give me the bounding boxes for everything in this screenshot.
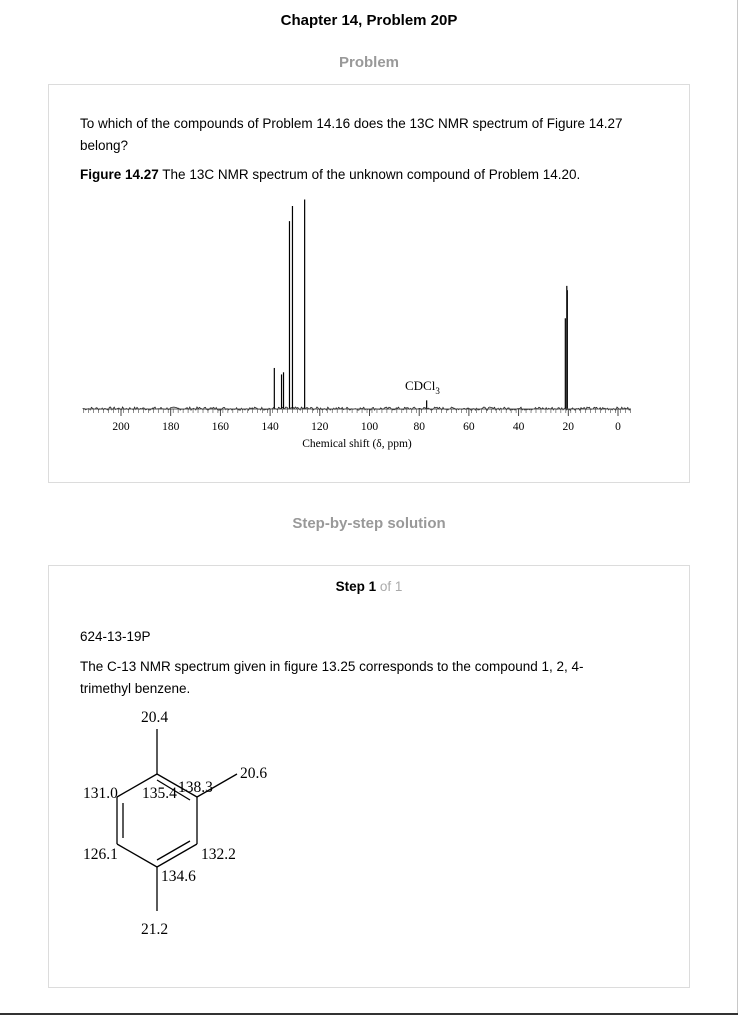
benzene-ring xyxy=(116,729,238,911)
solvent-label: CDCl xyxy=(405,378,436,393)
tick-label-160: 160 xyxy=(212,421,230,433)
solution-code: 624-13-19P xyxy=(80,629,151,644)
problem-card: To which of the compounds of Problem 14.… xyxy=(48,84,690,483)
tick-label-140: 140 xyxy=(261,421,279,433)
tick-label-20: 20 xyxy=(563,421,575,433)
x-axis-label: Chemical shift (δ, ppm) xyxy=(302,438,412,450)
shift-label-bottom-methyl: 21.2 xyxy=(141,921,168,938)
shift-label-c-upper-right: 138.3 xyxy=(178,779,213,796)
step-of: of 1 xyxy=(376,579,403,594)
tick-label-100: 100 xyxy=(361,421,379,433)
double-bond-bottom-right xyxy=(156,840,191,861)
step-word: Step 1 xyxy=(335,579,377,594)
tick-label-80: 80 xyxy=(413,421,425,433)
problem-heading: Problem xyxy=(338,54,399,71)
double-bond-top-right xyxy=(156,779,191,801)
shift-label-c-top: 135.4 xyxy=(142,785,177,802)
solution-card: Step 1 of 1 624-13-19P The C-13 NMR spec… xyxy=(48,565,690,988)
shift-label-c-bottom: 134.6 xyxy=(161,868,196,885)
trimethylbenzene-structure: 20.4 20.6 131.0 135.4 138.3 126.1 132.2 … xyxy=(83,709,267,938)
shift-label-c-lower-right: 132.2 xyxy=(201,846,236,863)
solvent-annotation: CDCl3 xyxy=(405,378,440,396)
figure-caption-text: The 13C NMR spectrum of the unknown comp… xyxy=(158,167,581,182)
tick-label-60: 60 xyxy=(463,421,475,433)
figure-label: Figure 14.27 xyxy=(80,167,159,182)
tick-label-40: 40 xyxy=(513,421,525,433)
x-axis-tick-labels: 200 180 160 140 120 100 80 60 40 20 0 xyxy=(112,421,621,433)
tick-label-200: 200 xyxy=(112,421,130,433)
nmr-spectrum: 200 180 160 140 120 100 80 60 40 20 0 Chemical shi… xyxy=(82,199,631,450)
step-indicator: Step 1 of 1 xyxy=(49,579,689,594)
tick-label-0: 0 xyxy=(615,421,621,433)
figure-caption: Figure 14.27 The 13C NMR spectrum of the… xyxy=(80,164,670,186)
tick-label-120: 120 xyxy=(311,421,329,433)
shift-label-top-methyl: 20.4 xyxy=(141,709,168,726)
x-axis-minor-ticks xyxy=(83,409,631,413)
page-title: Chapter 14, Problem 20P xyxy=(280,12,458,29)
solution-heading: Step-by-step solution xyxy=(292,515,446,532)
solvent-subscript: 3 xyxy=(435,386,440,396)
shift-label-right-methyl: 20.6 xyxy=(240,765,267,782)
shift-label-c-upper-left: 131.0 xyxy=(83,785,118,802)
shift-label-c-lower-left: 126.1 xyxy=(83,846,118,863)
methyl-bond-right xyxy=(196,773,238,798)
solution-text: The C-13 NMR spectrum given in figure 13… xyxy=(80,659,584,696)
tick-label-180: 180 xyxy=(162,421,180,433)
problem-question: To which of the compounds of Problem 14.… xyxy=(80,116,623,153)
page-border-bottom xyxy=(0,1013,738,1015)
peak-lines xyxy=(273,199,568,409)
x-axis-ticks xyxy=(120,409,619,416)
